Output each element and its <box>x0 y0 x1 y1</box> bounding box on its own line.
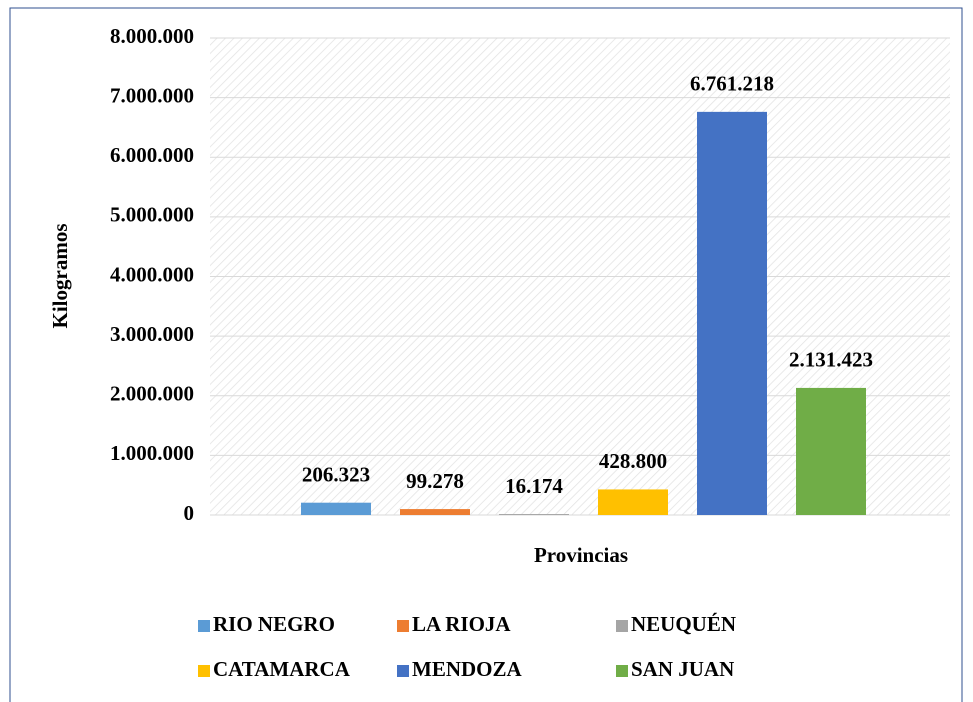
legend-label: NEUQUÉN <box>631 612 736 636</box>
data-label: 16.174 <box>505 474 563 498</box>
y-tick-label: 5.000.000 <box>110 203 194 227</box>
legend-label: CATAMARCA <box>213 657 351 681</box>
data-label: 428.800 <box>599 449 667 473</box>
x-axis-title: Provincias <box>534 543 628 567</box>
legend-label: SAN JUAN <box>631 657 734 681</box>
y-tick-label: 6.000.000 <box>110 143 194 167</box>
legend-swatch <box>397 620 409 632</box>
bar <box>796 387 866 515</box>
legend-swatch <box>198 665 210 677</box>
y-tick-label: 8.000.000 <box>110 24 194 48</box>
y-axis-title: Kilogramos <box>48 224 72 329</box>
bar <box>400 509 470 515</box>
data-label: 99.278 <box>406 469 464 493</box>
data-label: 6.761.218 <box>690 72 774 96</box>
bar <box>697 111 767 516</box>
y-tick-label: 2.000.000 <box>110 382 194 406</box>
data-label: 2.131.423 <box>789 348 873 372</box>
legend-swatch <box>616 620 628 632</box>
bar <box>499 514 569 515</box>
legend-label: LA RIOJA <box>412 612 511 636</box>
bar <box>598 489 668 515</box>
y-tick-label: 1.000.000 <box>110 441 194 465</box>
bar <box>301 502 371 515</box>
legend-swatch <box>198 620 210 632</box>
legend-swatch <box>616 665 628 677</box>
legend-label: MENDOZA <box>412 657 523 681</box>
y-tick-label: 7.000.000 <box>110 83 194 107</box>
y-tick-label: 0 <box>184 501 195 525</box>
legend-swatch <box>397 665 409 677</box>
data-label: 206.323 <box>302 463 370 487</box>
legend-label: RIO NEGRO <box>213 612 335 636</box>
y-tick-label: 4.000.000 <box>110 262 194 286</box>
y-tick-label: 3.000.000 <box>110 322 194 346</box>
